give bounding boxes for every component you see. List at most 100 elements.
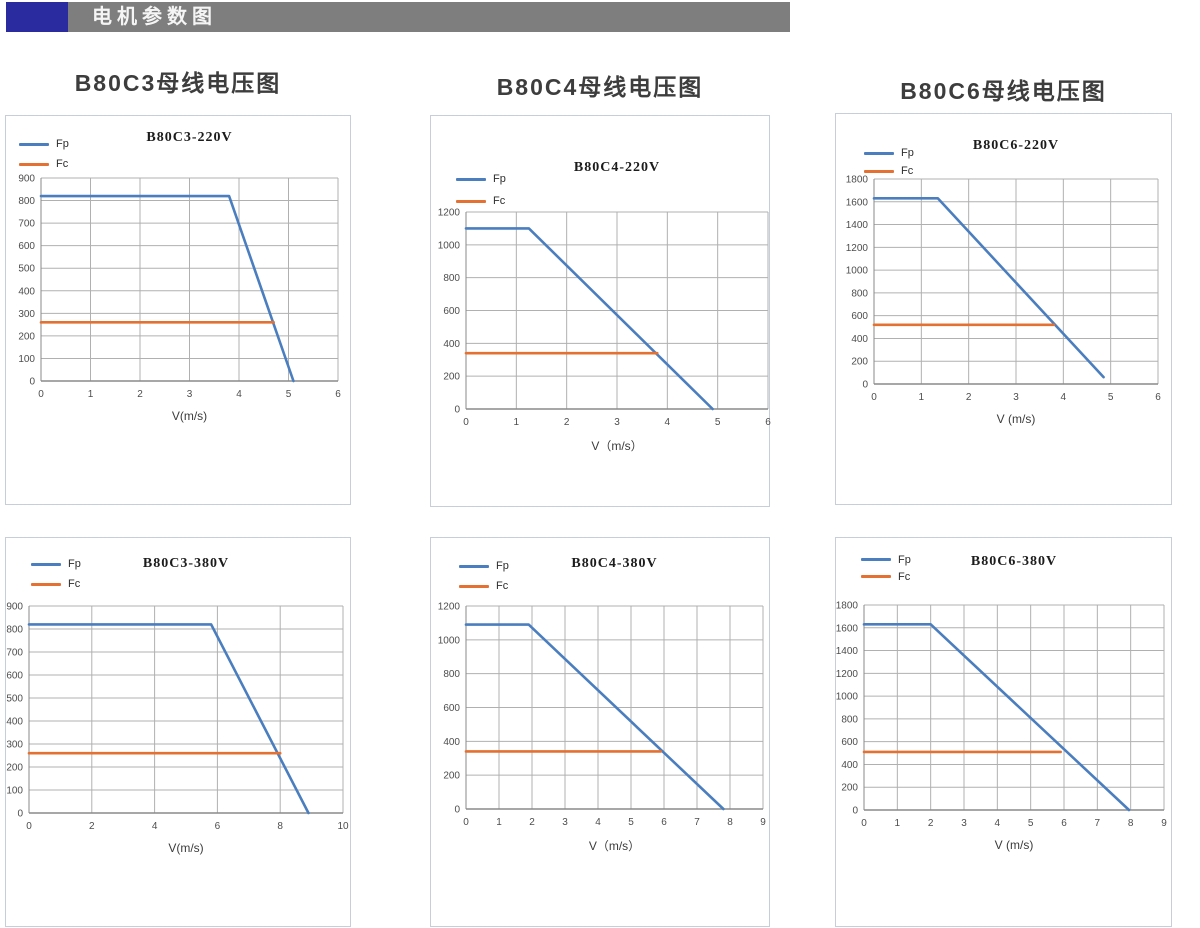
svg-text:100: 100 — [6, 786, 23, 797]
svg-text:5: 5 — [286, 389, 292, 400]
svg-text:400: 400 — [6, 717, 23, 728]
svg-text:1800: 1800 — [846, 175, 869, 186]
chart-outer-title-b80c4-220: B80C4母线电压图 — [496, 74, 704, 100]
svg-text:1: 1 — [514, 417, 520, 428]
chart-card-b80c3-380v: 0 2 4 6 8 10 0 100 200 300 400 500 600 700 800 900 Fp F… — [5, 537, 351, 927]
svg-text:2: 2 — [89, 821, 95, 832]
svg-text:4: 4 — [1061, 392, 1067, 403]
svg-text:600: 600 — [443, 703, 460, 714]
svg-text:1000: 1000 — [846, 266, 869, 277]
svg-text:1200: 1200 — [846, 243, 869, 254]
chart-plot: 0 1 2 3 4 5 6 7 8 9 0 200 400 600 800 1000 1200 1400 1600 1… — [836, 601, 1167, 830]
svg-text:600: 600 — [18, 241, 35, 252]
svg-text:2: 2 — [137, 389, 143, 400]
svg-text:300: 300 — [18, 309, 35, 320]
svg-text:800: 800 — [443, 273, 460, 284]
svg-text:0: 0 — [26, 821, 32, 832]
legend-label-fc: Fc — [901, 165, 914, 177]
svg-text:4: 4 — [995, 818, 1001, 829]
svg-text:200: 200 — [851, 357, 868, 368]
chart-xlabel: V（m/s） — [591, 439, 643, 453]
legend-item-fc: Fc — [864, 162, 914, 180]
svg-text:1: 1 — [895, 818, 901, 829]
svg-text:2: 2 — [928, 818, 934, 829]
svg-text:1200: 1200 — [438, 602, 461, 613]
legend-item-fc: Fc — [31, 574, 81, 594]
svg-text:2: 2 — [529, 817, 535, 828]
chart-xlabel: V (m/s) — [996, 412, 1036, 426]
svg-text:400: 400 — [18, 286, 35, 297]
svg-text:1: 1 — [496, 817, 502, 828]
chart-title: B80C3-220V — [146, 130, 233, 145]
legend-item-fp: Fp — [459, 556, 509, 576]
svg-text:700: 700 — [6, 648, 23, 659]
svg-text:600: 600 — [851, 311, 868, 322]
legend-item-fp: Fp — [861, 551, 911, 568]
fp-line-swatch-icon — [19, 142, 49, 146]
svg-text:6: 6 — [335, 389, 341, 400]
svg-text:4: 4 — [236, 389, 242, 400]
svg-text:1400: 1400 — [836, 646, 858, 657]
chart-title: B80C6-220V — [972, 138, 1060, 153]
svg-text:400: 400 — [841, 760, 858, 771]
chart-plot: 0 1 2 3 4 5 6 0 200 400 600 800 1000 1200 — [438, 208, 771, 429]
legend-label-fc: Fc — [68, 578, 81, 590]
svg-text:9: 9 — [760, 817, 766, 828]
page-title: 电机参数图 — [92, 6, 217, 28]
svg-text:200: 200 — [443, 771, 460, 782]
svg-text:3: 3 — [961, 818, 967, 829]
svg-text:4: 4 — [595, 817, 601, 828]
svg-text:900: 900 — [18, 174, 35, 185]
svg-text:0: 0 — [871, 392, 877, 403]
svg-text:5: 5 — [1108, 392, 1114, 403]
fp-line-swatch-icon — [31, 562, 61, 566]
svg-text:200: 200 — [18, 331, 35, 342]
svg-text:1000: 1000 — [836, 692, 858, 703]
svg-text:0: 0 — [38, 389, 44, 400]
motor-parameter-page: 电机参数图 B80C3母线电压图 B80C4母线电压图 B80C6母线电压图 0… — [5, 2, 1172, 927]
chart-legend: Fp Fc — [31, 554, 81, 594]
chart-plot: 0 1 2 3 4 5 6 0 200 400 600 800 1000 1200 1400 1600 1800 — [846, 175, 1161, 404]
svg-text:6: 6 — [215, 821, 221, 832]
svg-text:4: 4 — [152, 821, 158, 832]
fc-line-swatch-icon — [864, 169, 894, 173]
svg-text:400: 400 — [851, 334, 868, 345]
chart-xlabel: V(m/s) — [168, 841, 204, 855]
chart-card-b80c4-380v: 0 1 2 3 4 5 6 7 8 9 0 200 400 600 800 1000 1200 Fp Fc B8… — [430, 537, 770, 927]
legend-item-fc: Fc — [456, 190, 506, 212]
chart-title: B80C4-220V — [573, 160, 661, 175]
svg-text:6: 6 — [1155, 392, 1161, 403]
fc-line-swatch-icon — [31, 582, 61, 586]
chart-legend: Fp Fc — [864, 144, 914, 180]
svg-text:400: 400 — [443, 339, 460, 350]
svg-text:3: 3 — [562, 817, 568, 828]
svg-text:700: 700 — [18, 219, 35, 230]
chart-card-b80c6-380v: 0 1 2 3 4 5 6 7 8 9 0 200 400 600 800 1000 1200 1400 1600 1… — [835, 537, 1172, 927]
chart-plot: 0 1 2 3 4 5 6 0 100 200 300 400 500 600 700 800 900 — [18, 174, 341, 401]
svg-text:5: 5 — [628, 817, 634, 828]
svg-text:600: 600 — [443, 306, 460, 317]
chart-outer-title-b80c3-220: B80C3母线电压图 — [74, 70, 282, 96]
chart-xlabel: V (m/s) — [994, 838, 1034, 852]
svg-text:1000: 1000 — [438, 240, 461, 251]
svg-text:0: 0 — [454, 805, 460, 816]
legend-item-fc: Fc — [459, 576, 509, 596]
svg-text:2: 2 — [966, 392, 972, 403]
chart-outer-title-b80c6-220: B80C6母线电压图 — [900, 78, 1107, 104]
chart-legend: Fp Fc — [19, 134, 69, 174]
svg-text:5: 5 — [715, 417, 721, 428]
svg-text:1: 1 — [88, 389, 94, 400]
legend-label-fp: Fp — [56, 138, 69, 150]
fc-line-swatch-icon — [456, 199, 486, 203]
svg-text:0: 0 — [29, 377, 35, 388]
chart-title: B80C3-380V — [142, 556, 230, 571]
svg-text:6: 6 — [765, 417, 771, 428]
chart-card-b80c3-220v: 0 1 2 3 4 5 6 0 100 200 300 400 500 600 700 800 900 Fp F… — [5, 115, 351, 505]
legend-label-fp: Fp — [901, 147, 914, 159]
svg-text:1200: 1200 — [438, 208, 461, 219]
svg-text:5: 5 — [1028, 818, 1034, 829]
svg-text:1000: 1000 — [438, 635, 461, 646]
chart-title: B80C6-380V — [970, 554, 1058, 569]
fp-line-swatch-icon — [864, 151, 894, 155]
